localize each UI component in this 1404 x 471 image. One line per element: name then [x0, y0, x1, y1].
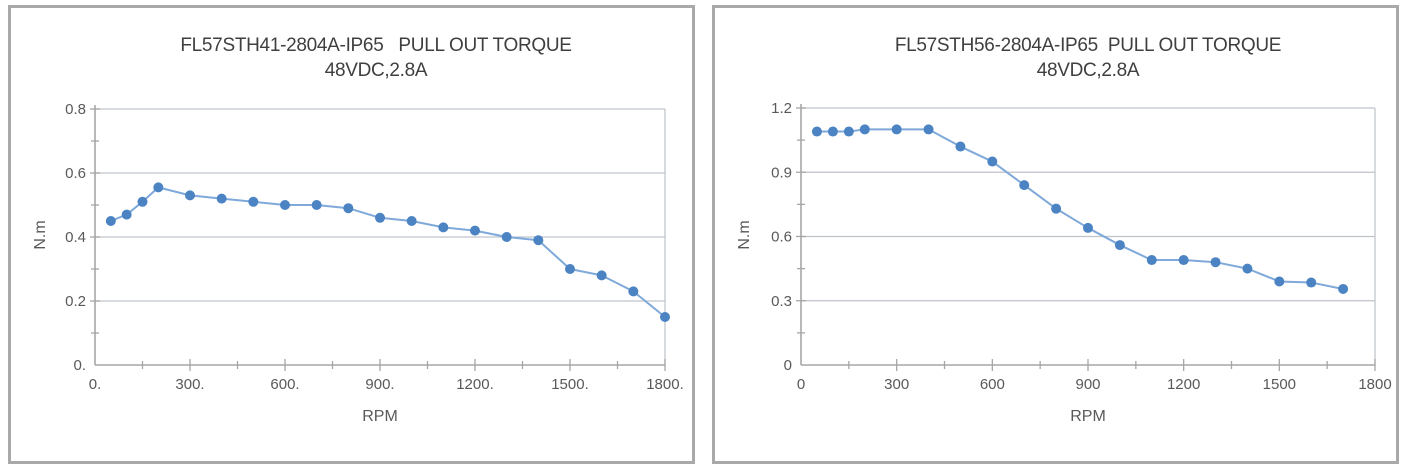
chart-title-line1: FL57STH41-2804A-IP65 PULL OUT TORQUE — [180, 35, 571, 56]
chart-panel-fl57sth41: 0. 0.2 0.4 0.6 0.8 0. 300. 600. 900. 1200. 1500. 18… — [8, 5, 695, 464]
y-tick-label: 0.6 — [771, 229, 792, 246]
data-point-marker — [311, 200, 322, 210]
data-point-marker — [1051, 203, 1062, 214]
data-point-marker — [248, 196, 259, 207]
torque-series-line — [110, 186, 666, 318]
x-tick-label: 0. — [89, 376, 102, 393]
data-point-marker — [843, 126, 854, 137]
y-tick-label: 0.6 — [65, 165, 86, 182]
data-point-marker — [280, 200, 290, 210]
y-tick-label: 0 — [784, 357, 792, 374]
x-tick-label: 1800. — [646, 376, 684, 393]
y-tick-label: 0.8 — [65, 101, 86, 118]
data-point-marker — [628, 286, 639, 297]
x-axis-title: RPM — [362, 408, 398, 425]
data-point-marker — [343, 203, 354, 214]
data-point-marker — [811, 126, 822, 137]
x-tick-label: 300 — [884, 376, 909, 393]
x-tick-label: 1200. — [456, 376, 494, 393]
data-point-marker — [987, 156, 998, 167]
data-point-marker — [1083, 222, 1093, 233]
data-point-marker — [1210, 257, 1221, 268]
data-point-marker — [470, 225, 480, 236]
data-point-marker — [1338, 283, 1349, 294]
data-point-marker — [438, 222, 449, 233]
data-point-marker — [533, 235, 544, 246]
data-point-marker — [137, 196, 148, 207]
data-point-marker — [1242, 263, 1253, 274]
data-point-marker — [1146, 255, 1157, 266]
data-point-marker — [216, 193, 227, 204]
chart-title-line2: 48VDC,2.8A — [1037, 60, 1140, 81]
x-tick-label: 600. — [270, 376, 299, 393]
data-point-marker — [891, 124, 902, 135]
x-tick-label: 600 — [980, 376, 1005, 393]
data-point-marker — [1019, 180, 1030, 191]
data-point-marker — [859, 124, 870, 135]
y-tick-label: 0.3 — [771, 293, 792, 310]
torque-chart-fl57sth41: 0. 0.2 0.4 0.6 0.8 0. 300. 600. 900. 1200. 1500. 18… — [32, 35, 684, 425]
y-axis-title: N.m — [32, 220, 49, 249]
x-tick-label: 1200 — [1167, 376, 1200, 393]
data-point-marker — [185, 190, 195, 201]
y-tick-label: 1.2 — [771, 100, 792, 117]
y-tick-label: 0.4 — [65, 229, 86, 246]
x-tick-label: 900. — [365, 376, 394, 393]
x-tick-label: 1500 — [1263, 376, 1296, 393]
data-point-marker — [955, 141, 966, 152]
x-tick-label: 300. — [175, 376, 204, 393]
data-point-marker — [596, 270, 607, 281]
data-point-marker — [1114, 240, 1125, 251]
data-point-marker — [1274, 276, 1285, 287]
chart-title-line2: 48VDC,2.8A — [325, 60, 428, 81]
data-point-marker — [501, 232, 512, 242]
data-point-marker — [1178, 255, 1189, 266]
data-point-marker — [406, 216, 417, 226]
y-tick-label: 0. — [73, 357, 86, 374]
torque-series-line — [816, 128, 1344, 290]
data-point-marker — [375, 212, 385, 223]
y-axis-title: N.m — [736, 220, 753, 249]
x-axis-title: RPM — [1070, 408, 1106, 425]
x-tick-label: 1500. — [551, 376, 589, 393]
data-point-marker — [153, 182, 164, 193]
data-point-marker — [660, 312, 670, 322]
chart-title-line1: FL57STH56-2804A-IP65 PULL OUT TORQUE — [895, 35, 1281, 56]
x-tick-label: 900 — [1075, 376, 1100, 393]
data-point-marker — [923, 124, 934, 135]
y-tick-label: 0.2 — [65, 293, 86, 310]
data-point-marker — [105, 216, 116, 226]
data-point-marker — [121, 209, 132, 220]
y-tick-label: 0.9 — [771, 164, 792, 181]
data-point-marker — [565, 264, 575, 274]
x-tick-label: 0 — [797, 376, 805, 393]
x-tick-label: 1800 — [1358, 376, 1391, 393]
data-point-marker — [827, 126, 838, 137]
chart-panel-fl57sth56: 0 0.3 0.6 0.9 1.2 0 300 600 900 1200 1500 1800 FL57S… — [712, 5, 1399, 464]
data-point-marker — [1306, 277, 1317, 288]
torque-chart-fl57sth56: 0 0.3 0.6 0.9 1.2 0 300 600 900 1200 1500 1800 FL57S… — [736, 35, 1392, 425]
